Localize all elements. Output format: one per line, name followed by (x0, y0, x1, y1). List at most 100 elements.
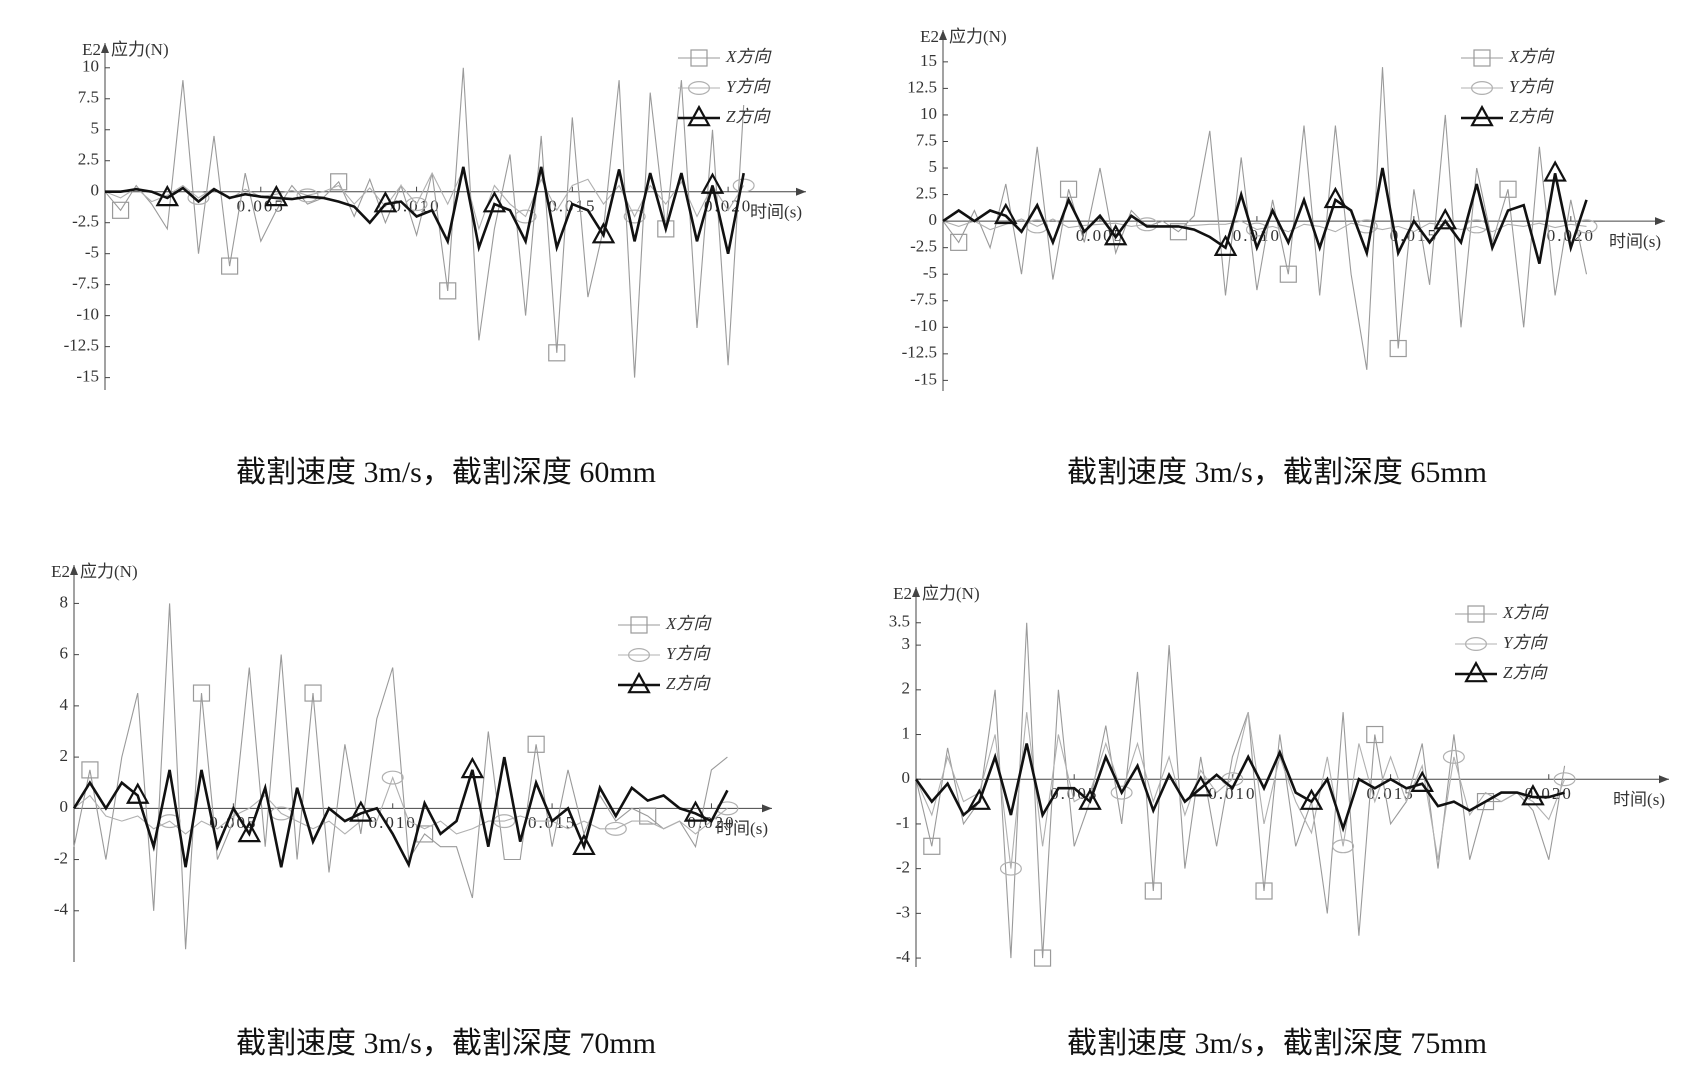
y-tick-label: -2.5 (72, 212, 99, 231)
marker-square (304, 684, 322, 702)
marker-square (439, 282, 457, 300)
marker-square (1467, 605, 1485, 623)
marker-triangle (1299, 788, 1324, 810)
marker-triangle (683, 800, 708, 822)
marker-square (1144, 882, 1162, 900)
legend-label: X方向 (1508, 47, 1555, 66)
marker-circle (1442, 749, 1465, 764)
marker-square (1366, 725, 1384, 744)
marker-triangle (1078, 788, 1102, 810)
series-line (73, 776, 728, 835)
marker-triangle (1543, 160, 1567, 182)
x-tick-label: 0.010 (392, 197, 440, 216)
marker-triangle (1213, 234, 1238, 256)
marker-circle (1575, 219, 1598, 234)
marker-triangle (967, 788, 992, 810)
marker-circle (514, 209, 537, 224)
y-tick-label: 7.5 (916, 130, 937, 149)
marker-square (690, 49, 708, 67)
y-tick-label: -2 (54, 848, 68, 867)
x-axis-arrow (796, 187, 806, 196)
y-tick-label: 3 (902, 634, 911, 653)
marker-circle (187, 190, 210, 205)
marker-triangle (264, 184, 289, 207)
legend-label: Z方向 (1509, 107, 1554, 126)
y-tick-label: 12.5 (907, 77, 937, 96)
marker-triangle (627, 671, 651, 694)
y-tick-label: 4 (60, 695, 69, 714)
y-tick-label: 3.5 (889, 612, 910, 631)
chart-panel: E2 应力(N) 时间(s) 10 7.5 5 2.5 0 -2.5 -5 -7.5 -10 -12.5… (64, 40, 806, 489)
legend-label: X方向 (1502, 603, 1549, 622)
y-tick-label: -1 (896, 813, 910, 832)
marker-circle (604, 821, 627, 836)
marker-triangle (1470, 104, 1494, 127)
marker-triangle (237, 820, 262, 843)
y-axis-arrow (101, 43, 109, 53)
x-axis-label: 时间(s) (750, 203, 802, 222)
marker-square (81, 761, 99, 779)
legend-label: Y方向 (1503, 633, 1548, 652)
marker-square (330, 173, 348, 191)
marker-circle (296, 188, 319, 203)
y-tick-label: 0 (902, 768, 911, 787)
x-tick-label: 0.015 (1390, 226, 1438, 245)
marker-triangle (1323, 186, 1348, 209)
y-axis-label: 应力(N) (80, 562, 138, 581)
x-axis-arrow (1659, 775, 1669, 784)
marker-triangle (700, 172, 725, 194)
caption: 截割速度 3m/s，截割深度 65mm (1067, 456, 1487, 489)
x-axis-label: 时间(s) (1613, 790, 1665, 809)
marker-circle (999, 861, 1022, 876)
marker-circle (1470, 80, 1493, 95)
caption: 截割速度 3m/s，截割深度 60mm (236, 456, 656, 489)
legend-label: Z方向 (726, 107, 771, 126)
y-axis-label: 应力(N) (111, 40, 169, 59)
x-tick-label: 0.020 (704, 197, 752, 216)
y-tick-label: -10 (914, 316, 937, 335)
legend-label: Z方向 (1503, 663, 1548, 682)
y-tick-label: -12.5 (64, 336, 99, 355)
series-line (105, 166, 745, 254)
marker-square (950, 233, 968, 251)
marker-square (1499, 180, 1517, 198)
marker-square (1033, 949, 1052, 967)
marker-square (923, 837, 941, 855)
x-tick-label: 0.010 (369, 813, 417, 832)
y-tick-label: -10 (76, 305, 99, 324)
marker-triangle (1521, 784, 1545, 806)
marker-circle (1553, 772, 1576, 787)
y-tick-label: 10 (82, 57, 99, 76)
marker-square (1255, 882, 1273, 900)
marker-square (630, 616, 648, 634)
marker-triangle (994, 202, 1018, 225)
y-tick-label: -2 (896, 858, 910, 877)
y-tick-label: 1 (902, 723, 911, 742)
y-tick-label: -2.5 (910, 237, 937, 256)
y-tick-label: 15 (920, 51, 937, 70)
y-tick-label: -5 (923, 263, 937, 282)
series-line (104, 67, 745, 378)
marker-triangle (1188, 775, 1213, 797)
caption: 截割速度 3m/s，截割深度 75mm (1067, 1027, 1487, 1060)
legend-label: Y方向 (1509, 77, 1554, 96)
marker-square (111, 201, 130, 219)
series-line (73, 603, 728, 950)
series-line (914, 743, 1565, 833)
y-tick-label: 2.5 (916, 183, 937, 202)
y-scale-label: E2 (51, 562, 70, 581)
marker-triangle (591, 222, 616, 244)
x-axis-label: 时间(s) (1609, 232, 1661, 251)
y-tick-label: -4 (896, 947, 911, 966)
marker-square (639, 807, 657, 825)
marker-triangle (1464, 660, 1488, 683)
marker-circle (1136, 217, 1159, 232)
x-tick-label: 0.015 (1366, 784, 1414, 803)
y-tick-label: 0 (929, 210, 938, 229)
y-tick-label: -7.5 (72, 274, 99, 293)
marker-triangle (482, 191, 507, 213)
series-line (72, 756, 729, 869)
y-tick-label: -3 (896, 902, 910, 921)
x-tick-label: 0.015 (528, 813, 576, 832)
